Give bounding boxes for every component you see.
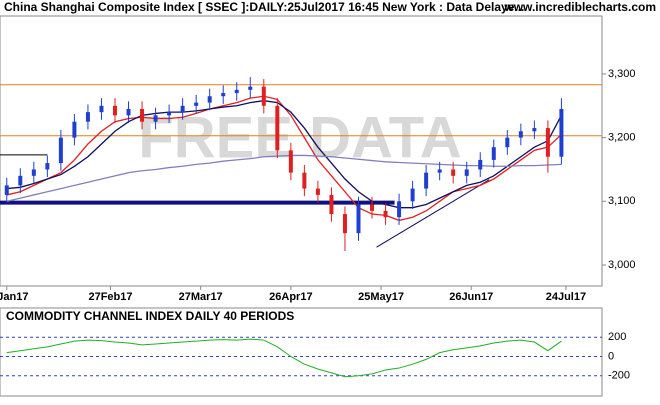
candle-body: [18, 175, 23, 186]
annotation-line: [376, 179, 490, 248]
candle-body: [167, 112, 172, 116]
candle-body: [302, 172, 307, 189]
x-tick-label: 27Mar17: [179, 291, 223, 303]
candle-body: [370, 204, 375, 211]
candle-body: [532, 128, 537, 132]
candle-body: [424, 172, 429, 189]
candle-body: [545, 128, 550, 157]
candle-body: [451, 169, 456, 176]
candle-body: [342, 214, 347, 234]
candle-body: [491, 147, 496, 160]
candle-body: [410, 188, 415, 202]
y-tick-label: 3,200: [608, 132, 636, 144]
cci-title: COMMODITY CHANNEL INDEX DAILY 40 PERIODS: [6, 309, 294, 323]
candle-body: [275, 105, 280, 151]
candle-body: [478, 159, 483, 170]
candle-body: [356, 204, 361, 234]
candle-body: [45, 163, 50, 170]
candle-body: [221, 93, 226, 97]
candle-body: [58, 137, 63, 164]
candle-body: [4, 185, 9, 195]
cci-frame: [0, 307, 603, 397]
candle-body: [505, 137, 510, 148]
x-tick-label: 27Feb17: [88, 291, 132, 303]
candle-body: [31, 169, 36, 176]
chart-title: China Shanghai Composite Index [ SSEC ]:…: [4, 0, 524, 14]
x-tick-label: 24Jul17: [546, 291, 586, 303]
y-tick-label: -200: [608, 370, 630, 382]
moving-average: [6, 154, 562, 202]
x-tick-label: 26Jun17: [449, 291, 493, 303]
candle-body: [99, 105, 104, 113]
candle-body: [72, 121, 77, 138]
candle-body: [112, 105, 117, 116]
candle-body: [383, 210, 388, 218]
candle-body: [126, 108, 131, 116]
candle-body: [180, 105, 185, 113]
candle-body: [140, 108, 145, 122]
candle-body: [518, 131, 523, 138]
candle-body: [261, 86, 266, 106]
candle-body: [207, 96, 212, 103]
candle-body: [85, 112, 90, 122]
site-label: www.incrediblecharts.com: [503, 0, 656, 14]
y-tick-label: 0: [608, 350, 614, 362]
plot-frame: [0, 15, 603, 287]
moving-average: [6, 100, 562, 209]
y-tick-label: 3,000: [608, 259, 636, 271]
candle-body: [329, 194, 334, 215]
candle-body: [315, 188, 320, 195]
cci-line: [6, 338, 562, 378]
x-tick-label: 23Jan17: [0, 291, 28, 303]
candle-body: [437, 169, 442, 173]
y-tick-label: 200: [608, 331, 626, 343]
candle-body: [397, 201, 402, 218]
candle-body: [559, 108, 564, 157]
y-tick-label: 3,100: [608, 195, 636, 207]
candle-body: [194, 102, 199, 106]
candle-body: [464, 169, 469, 176]
x-tick-label: 25May17: [358, 291, 404, 303]
watermark: FREE DATA: [138, 105, 461, 170]
x-tick-label: 26Apr17: [269, 291, 312, 303]
candle-body: [288, 150, 293, 173]
candle-body: [153, 115, 158, 122]
candle-body: [234, 89, 239, 94]
candle-body: [248, 86, 253, 90]
y-tick-label: 3,300: [608, 68, 636, 80]
